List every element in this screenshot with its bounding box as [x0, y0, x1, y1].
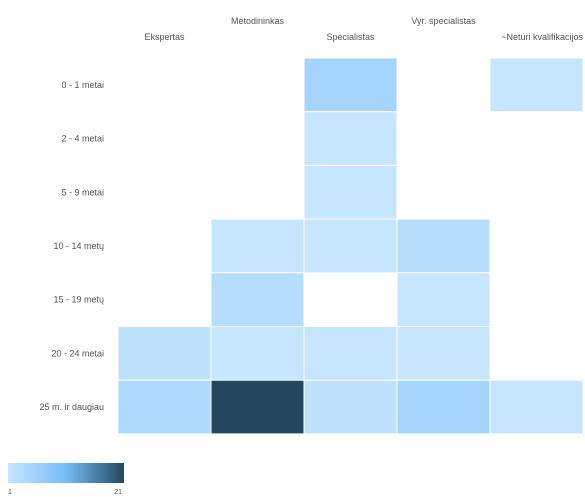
heatmap-cell [396, 379, 491, 435]
y-axis-label: 5 - 9 metai [61, 187, 104, 197]
heatmap-cells [117, 57, 584, 435]
heatmap-cell [396, 218, 491, 274]
y-axis-label: 10 - 14 metų [53, 241, 104, 251]
y-axis-label: 25 m. ir daugiau [39, 402, 104, 412]
legend-min-label: 1 [8, 489, 12, 496]
heatmap-cell [303, 379, 398, 435]
heatmap-cell [117, 379, 212, 435]
y-axis-label: 15 - 19 metų [53, 295, 104, 305]
legend-gradient-bar [8, 463, 124, 483]
heatmap-cell [396, 272, 491, 327]
heatmap-cell [117, 326, 212, 381]
x-axis-label: Vyr. specialistas [411, 16, 476, 26]
heatmap-cell [396, 326, 491, 381]
y-axis-label: 20 - 24 metai [51, 348, 104, 358]
heatmap-cell [210, 379, 305, 435]
heatmap-cell [303, 326, 398, 381]
heatmap-cell [303, 218, 398, 274]
heatmap-cell [210, 272, 305, 327]
color-legend: 1 21 [8, 463, 124, 496]
heatmap-cell [489, 379, 584, 435]
x-axis-label: Specialistas [326, 32, 375, 42]
heatmap-cell [210, 218, 305, 274]
heatmap-cell [303, 57, 398, 113]
heatmap-cell [489, 57, 584, 113]
y-axis-label: 0 - 1 metai [61, 80, 104, 90]
x-axis-label: Metodininkas [231, 16, 285, 26]
x-axis-label: ~Neturi kvalifikacijos [501, 32, 583, 42]
heatmap-cell [303, 111, 398, 166]
x-axis-labels: Ekspertas Metodininkas Specialistas Vyr. sp… [144, 16, 583, 42]
y-axis-label: 2 - 4 metai [61, 134, 104, 144]
heatmap-cell [210, 326, 305, 381]
legend-max-label: 21 [114, 489, 122, 496]
y-axis-labels: 0 - 1 metai 2 - 4 metai 5 - 9 metai 10 - 14… [39, 80, 104, 412]
x-axis-label: Ekspertas [144, 32, 185, 42]
heatmap-cell [303, 164, 398, 220]
